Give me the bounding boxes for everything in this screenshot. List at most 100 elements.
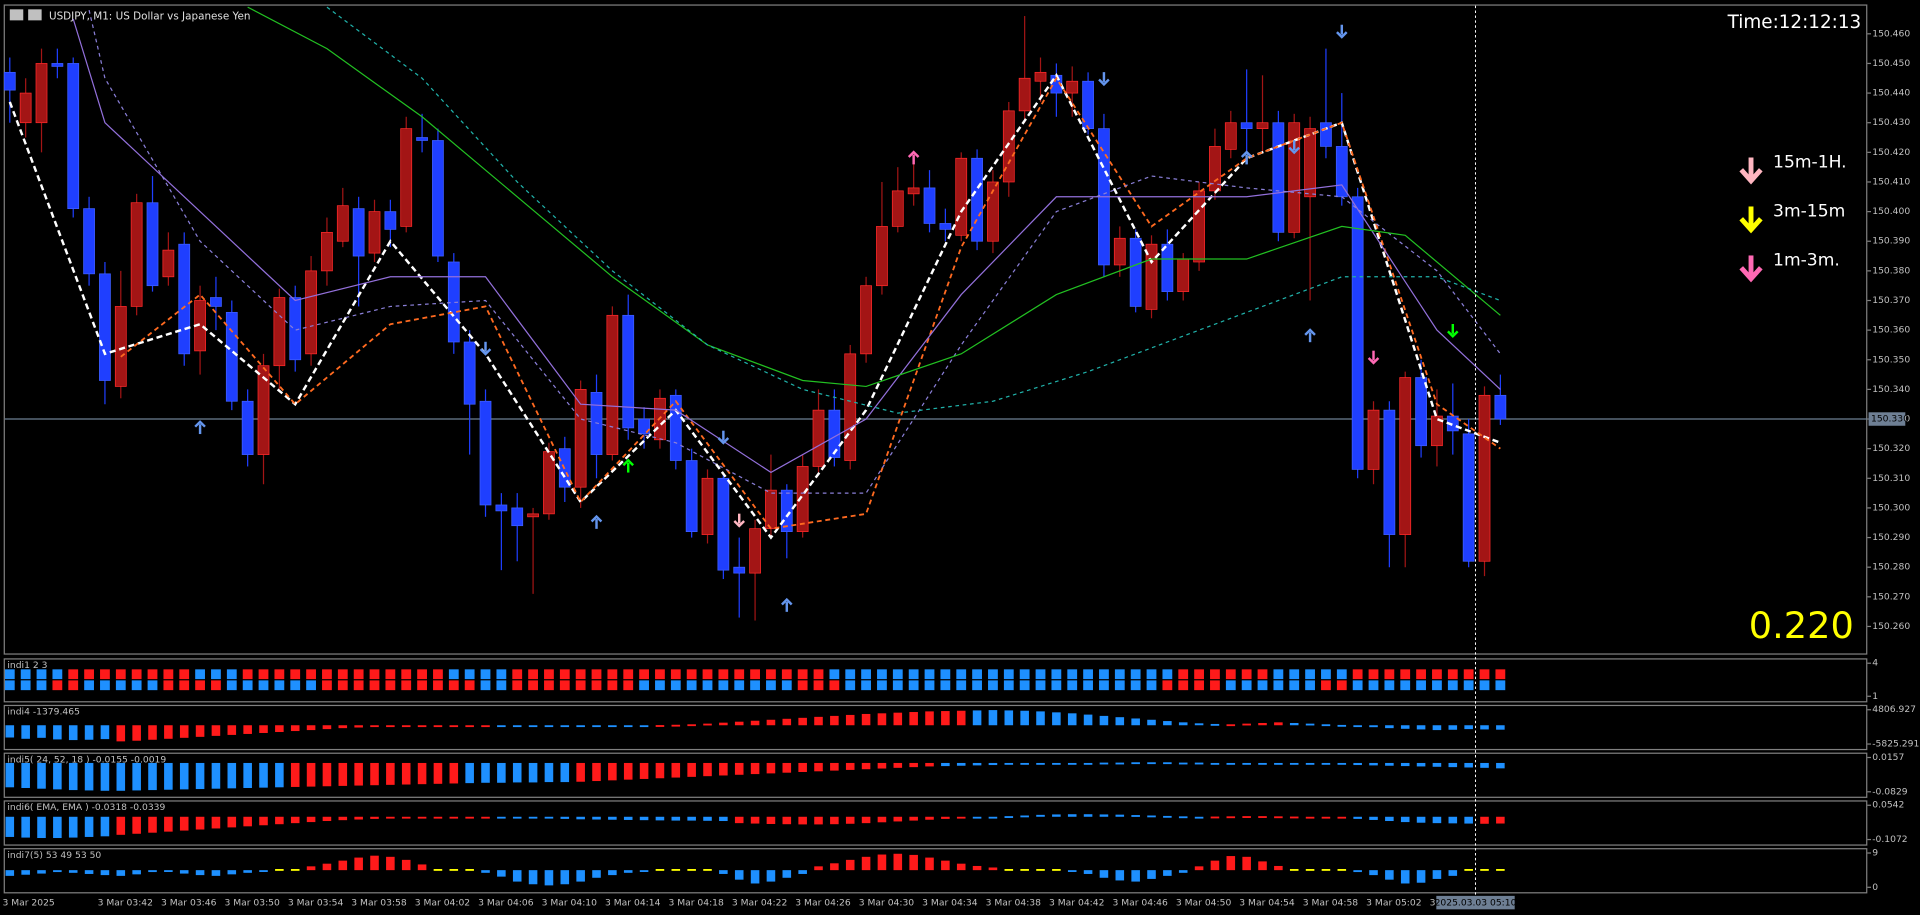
candle-body [749, 528, 761, 574]
histogram-bar [211, 725, 221, 736]
pane-border [3, 752, 1868, 798]
signal-square [385, 669, 396, 680]
histogram-bar [1464, 762, 1473, 768]
histogram-bar [1020, 869, 1029, 871]
histogram-bar [782, 816, 792, 825]
signal-square [464, 680, 475, 691]
signal-square [512, 680, 523, 691]
histogram-bar [386, 725, 395, 728]
icon [9, 9, 24, 21]
histogram-bar [322, 816, 332, 822]
histogram-bar [132, 762, 141, 791]
signal-square [84, 669, 94, 680]
signal-square [480, 680, 491, 691]
signal-square [591, 669, 602, 680]
histogram-bar [909, 816, 918, 821]
histogram-bar [68, 870, 78, 873]
histogram-bar [243, 816, 252, 827]
signal-square [1447, 669, 1458, 680]
candle-body [1161, 243, 1174, 292]
histogram-bar [925, 816, 934, 820]
candle-body [384, 211, 397, 230]
y-tick-label: 150.260 [1872, 621, 1910, 632]
signal-square [1146, 669, 1157, 680]
signal-square [306, 669, 316, 680]
histogram-bar [1274, 865, 1283, 871]
histogram-bar [1464, 816, 1473, 824]
candle-body [1399, 377, 1412, 535]
histogram-bar [528, 816, 538, 819]
histogram-bar [830, 863, 839, 871]
signal-square [258, 669, 269, 680]
legend-arrow-head [1739, 217, 1763, 234]
histogram-bar [148, 870, 157, 873]
candle-body [1335, 146, 1348, 198]
signal-square [512, 669, 523, 680]
signal-square [1321, 680, 1331, 691]
signal-square [1241, 669, 1252, 680]
legend-label: 15m-1H. [1773, 152, 1847, 172]
histogram-bar [861, 856, 871, 871]
signal-square [68, 669, 79, 680]
histogram-bar [401, 762, 411, 785]
histogram-bar [1083, 870, 1093, 874]
histogram-bar [401, 725, 411, 728]
signal-square [702, 680, 713, 691]
x-tick-label: 3 Mar 04:02 [415, 898, 470, 909]
signal-square [1416, 669, 1426, 680]
signal-square [1067, 669, 1078, 680]
arrow-head [907, 150, 920, 158]
histogram-bar [1020, 815, 1029, 818]
histogram-bar [1194, 723, 1204, 726]
histogram-bar [1052, 814, 1061, 817]
signal-square [195, 680, 205, 691]
histogram-bar [132, 816, 141, 834]
histogram-bar [687, 869, 696, 871]
histogram-bar [1400, 816, 1410, 823]
candle-body [828, 409, 841, 458]
histogram-bar [576, 816, 585, 820]
candle-body [210, 297, 222, 307]
signal-square [813, 680, 824, 691]
signal-square [1225, 669, 1236, 680]
signal-square [734, 680, 745, 691]
signal-square [607, 669, 618, 680]
pane-tick-label: 0 [1872, 882, 1878, 893]
histogram-bar [465, 869, 474, 871]
histogram-bar [1210, 816, 1220, 819]
histogram-bar [1448, 725, 1458, 730]
candle-body [669, 394, 682, 461]
candle-body [1494, 394, 1507, 420]
y-tick-label: 150.460 [1872, 28, 1910, 39]
histogram-bar [195, 725, 205, 737]
histogram-bar [1004, 710, 1014, 726]
signal-square [1495, 669, 1506, 680]
candle-body [162, 249, 175, 278]
candle-body [717, 477, 730, 571]
signal-arrow [1447, 324, 1459, 338]
histogram-bar [481, 816, 490, 819]
signal-square [1162, 680, 1173, 691]
candle-body [971, 157, 983, 242]
histogram-bar [338, 762, 348, 786]
histogram-bar [116, 725, 126, 742]
histogram-bar [608, 816, 617, 820]
y-tick-label: 150.270 [1872, 591, 1910, 602]
signal-arrow [590, 514, 603, 529]
histogram-bar [941, 762, 950, 767]
y-tick-label: 150.390 [1872, 236, 1910, 247]
candle-body [273, 297, 286, 367]
y-tick-label: 150.450 [1872, 58, 1910, 69]
y-tick-label: 150.350 [1872, 354, 1910, 365]
histogram-bar [687, 724, 696, 727]
histogram-bar [956, 863, 966, 871]
histogram-bar [956, 816, 966, 819]
histogram-bar [354, 762, 363, 786]
candle-body [130, 202, 143, 307]
histogram-bar [1274, 762, 1283, 765]
histogram-bar [227, 725, 237, 735]
candle-body [1367, 409, 1380, 470]
arrow-head [622, 458, 634, 467]
pane-border [3, 848, 1868, 894]
